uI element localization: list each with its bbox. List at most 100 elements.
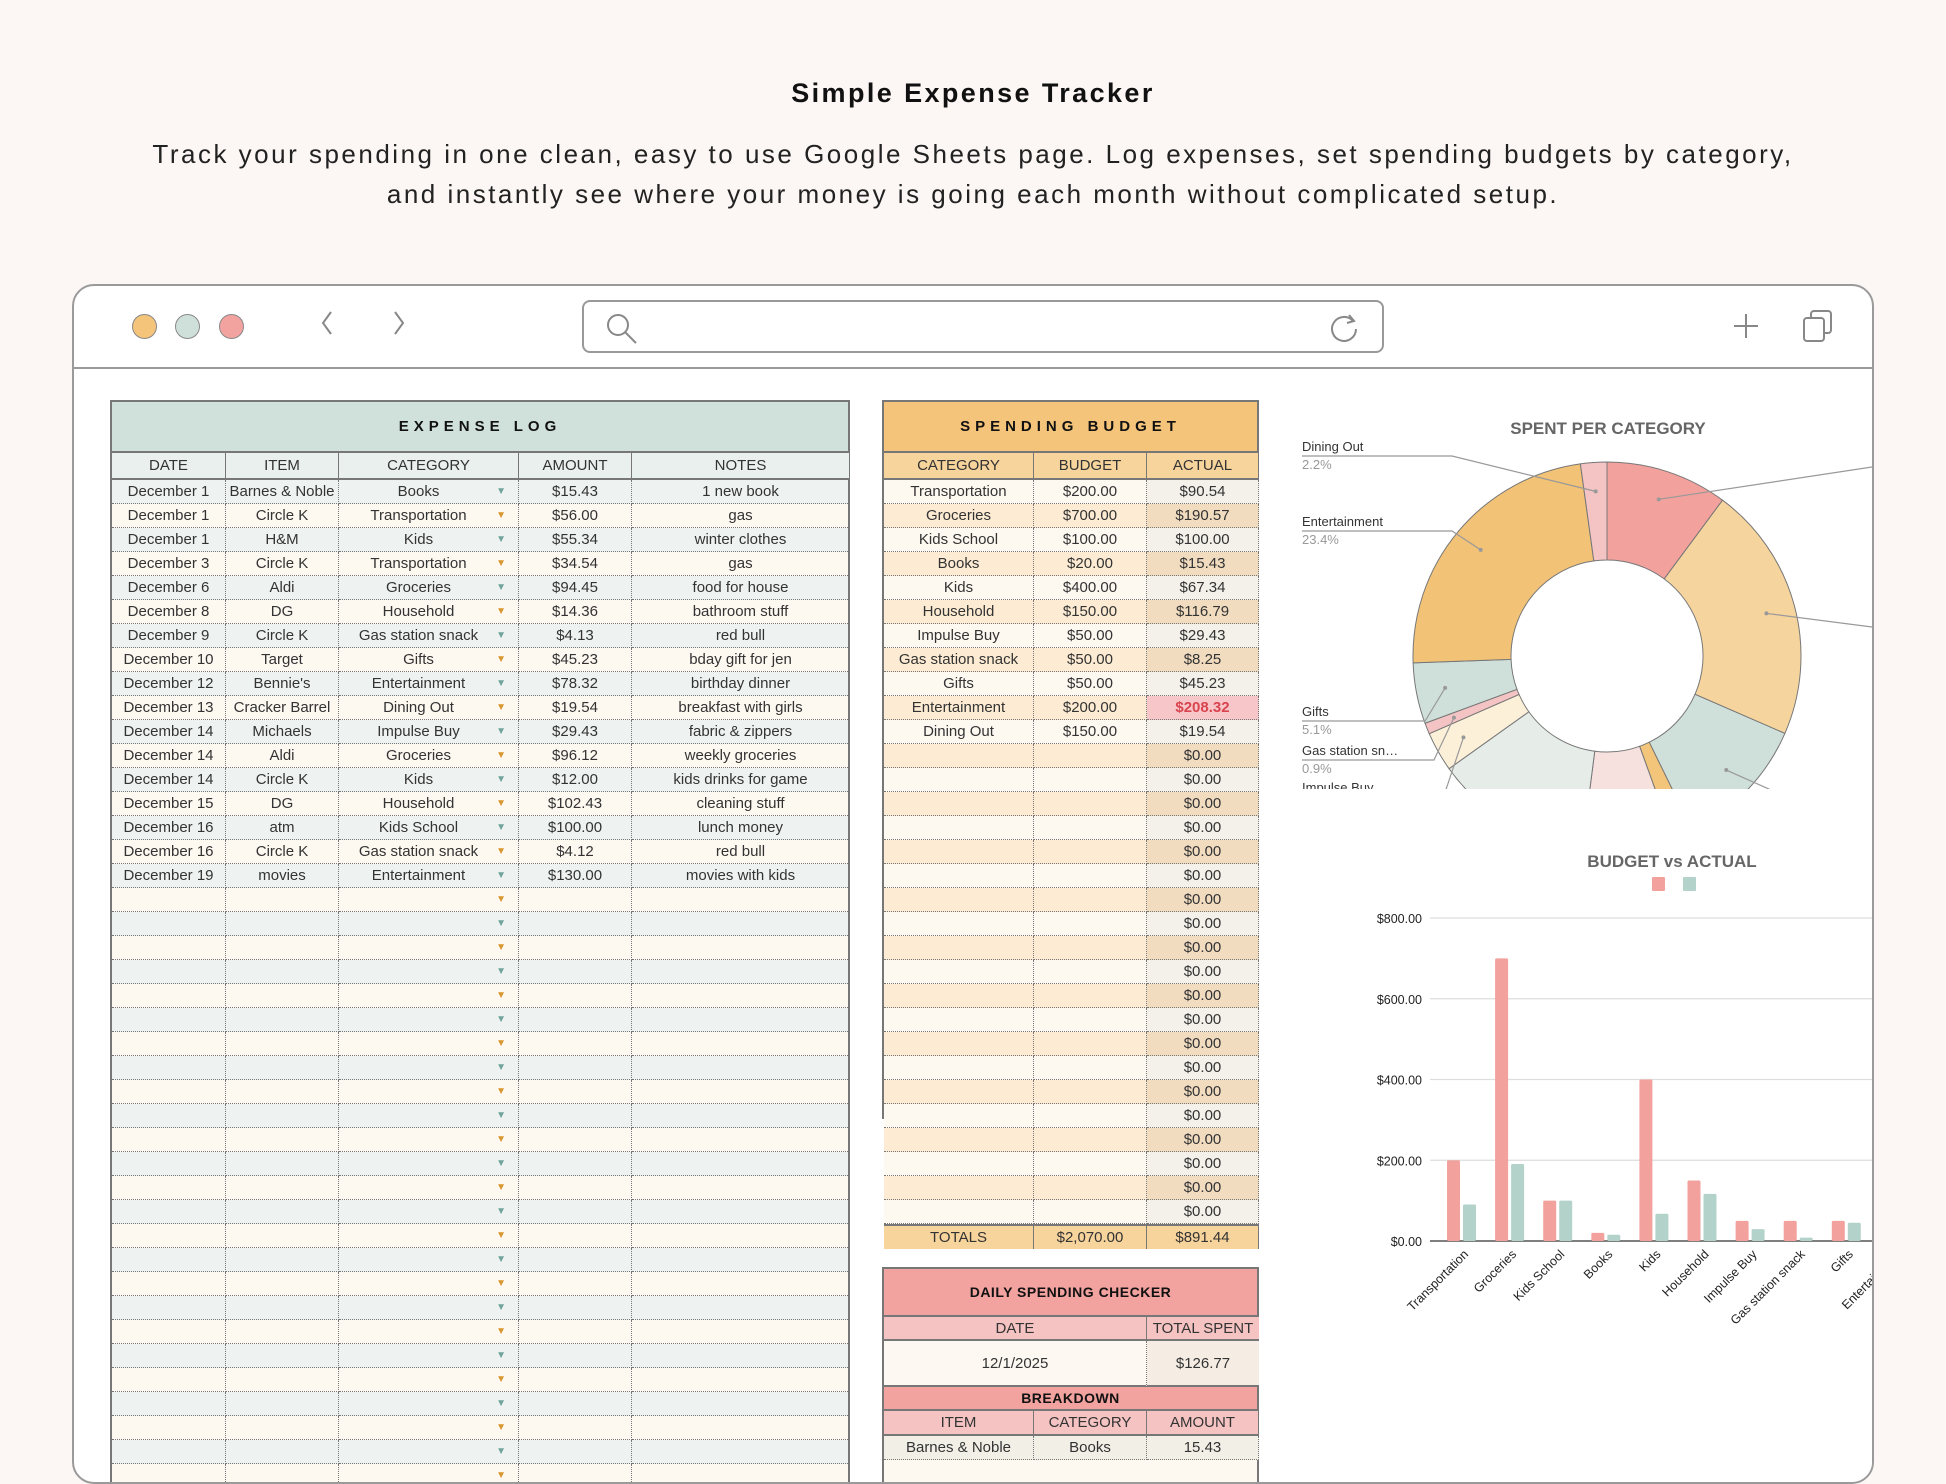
item-cell[interactable]: H&M <box>226 528 339 552</box>
notes-cell[interactable]: bday gift for jen <box>632 648 850 672</box>
dropdown-arrow-icon[interactable]: ▼ <box>496 798 506 809</box>
date-cell[interactable] <box>112 1464 226 1482</box>
amount-cell[interactable] <box>519 1056 632 1080</box>
dropdown-arrow-icon[interactable]: ▼ <box>496 1158 506 1169</box>
amount-cell[interactable] <box>519 1296 632 1320</box>
amount-cell[interactable] <box>519 1440 632 1464</box>
amount-cell[interactable] <box>519 1344 632 1368</box>
date-cell[interactable] <box>112 912 226 936</box>
actual-cell[interactable]: $0.00 <box>1147 960 1259 984</box>
category-cell[interactable] <box>884 744 1034 768</box>
notes-cell[interactable] <box>632 1296 850 1320</box>
dropdown-arrow-icon[interactable]: ▼ <box>496 774 506 785</box>
actual-cell[interactable]: $0.00 <box>1147 984 1259 1008</box>
actual-cell[interactable]: $29.43 <box>1147 624 1259 648</box>
date-cell[interactable] <box>112 1080 226 1104</box>
notes-cell[interactable] <box>632 1368 850 1392</box>
notes-cell[interactable]: kids drinks for game <box>632 768 850 792</box>
item-cell[interactable]: Circle K <box>226 840 339 864</box>
item-cell[interactable] <box>226 1320 339 1344</box>
dropdown-arrow-icon[interactable]: ▼ <box>496 1038 506 1049</box>
actual-cell[interactable]: $67.34 <box>1147 576 1259 600</box>
bar-budget[interactable] <box>1735 1220 1749 1241</box>
actual-cell[interactable]: $0.00 <box>1147 744 1259 768</box>
category-cell[interactable] <box>884 816 1034 840</box>
category-cell[interactable] <box>884 792 1034 816</box>
amount-cell[interactable] <box>519 984 632 1008</box>
category-cell[interactable]: Gifts ▼ <box>339 648 519 672</box>
category-cell[interactable]: ▼ <box>339 1416 519 1440</box>
dropdown-arrow-icon[interactable]: ▼ <box>496 654 506 665</box>
bar-actual[interactable] <box>1463 1204 1476 1241</box>
actual-cell[interactable]: $0.00 <box>1147 1152 1259 1176</box>
actual-cell[interactable]: $15.43 <box>1147 552 1259 576</box>
dropdown-arrow-icon[interactable]: ▼ <box>496 1326 506 1337</box>
dropdown-arrow-icon[interactable]: ▼ <box>496 726 506 737</box>
dropdown-arrow-icon[interactable]: ▼ <box>496 822 506 833</box>
category-cell[interactable] <box>884 1128 1034 1152</box>
date-cell[interactable] <box>112 1176 226 1200</box>
dropdown-arrow-icon[interactable]: ▼ <box>496 870 506 881</box>
category-cell[interactable]: ▼ <box>339 1008 519 1032</box>
dropdown-arrow-icon[interactable]: ▼ <box>496 942 506 953</box>
category-cell[interactable] <box>884 1104 1034 1128</box>
date-cell[interactable]: December 1 <box>112 480 226 504</box>
item-cell[interactable] <box>226 1344 339 1368</box>
chevron-right-icon[interactable] <box>384 308 414 346</box>
amount-cell[interactable]: $12.00 <box>519 768 632 792</box>
item-cell[interactable]: DG <box>226 600 339 624</box>
dropdown-arrow-icon[interactable]: ▼ <box>496 1278 506 1289</box>
amount-cell[interactable]: $45.23 <box>519 648 632 672</box>
category-cell[interactable] <box>884 936 1034 960</box>
dropdown-arrow-icon[interactable]: ▼ <box>496 1062 506 1073</box>
item-cell[interactable] <box>226 984 339 1008</box>
dropdown-arrow-icon[interactable]: ▼ <box>496 1350 506 1361</box>
item-cell[interactable]: movies <box>226 864 339 888</box>
item-cell[interactable] <box>226 1368 339 1392</box>
notes-cell[interactable]: cleaning stuff <box>632 792 850 816</box>
budget-cell[interactable]: $50.00 <box>1034 648 1147 672</box>
budget-cell[interactable] <box>1034 1200 1147 1224</box>
item-cell[interactable] <box>226 1128 339 1152</box>
amount-cell[interactable] <box>519 1248 632 1272</box>
notes-cell[interactable]: breakfast with girls <box>632 696 850 720</box>
dropdown-arrow-icon[interactable]: ▼ <box>496 918 506 929</box>
budget-cell[interactable] <box>1034 1104 1147 1128</box>
actual-cell[interactable]: $0.00 <box>1147 1200 1259 1224</box>
amount-cell[interactable] <box>519 1272 632 1296</box>
item-cell[interactable]: Circle K <box>226 624 339 648</box>
item-cell[interactable] <box>226 1032 339 1056</box>
amount-cell[interactable] <box>519 1320 632 1344</box>
dropdown-arrow-icon[interactable]: ▼ <box>496 1014 506 1025</box>
notes-cell[interactable] <box>632 1464 850 1482</box>
dropdown-arrow-icon[interactable]: ▼ <box>496 1086 506 1097</box>
actual-cell[interactable]: $0.00 <box>1147 1176 1259 1200</box>
bar-budget[interactable] <box>1543 1200 1557 1241</box>
notes-cell[interactable] <box>632 1344 850 1368</box>
notes-cell[interactable] <box>632 1080 850 1104</box>
category-cell[interactable]: ▼ <box>339 1080 519 1104</box>
amount-cell[interactable] <box>519 1008 632 1032</box>
column-header-category[interactable]: CATEGORY <box>884 453 1034 480</box>
dropdown-arrow-icon[interactable]: ▼ <box>496 486 506 497</box>
budget-cell[interactable] <box>1034 912 1147 936</box>
dropdown-arrow-icon[interactable]: ▼ <box>496 678 506 689</box>
item-cell[interactable] <box>226 1152 339 1176</box>
category-cell[interactable]: Transportation <box>884 480 1034 504</box>
dropdown-arrow-icon[interactable]: ▼ <box>496 894 506 905</box>
date-cell[interactable] <box>112 1008 226 1032</box>
notes-cell[interactable] <box>632 1392 850 1416</box>
item-cell[interactable] <box>226 1440 339 1464</box>
notes-cell[interactable] <box>632 1176 850 1200</box>
budget-cell[interactable] <box>1034 744 1147 768</box>
amount-cell[interactable] <box>519 1080 632 1104</box>
category-cell[interactable]: ▼ <box>339 1152 519 1176</box>
amount-cell[interactable]: $4.13 <box>519 624 632 648</box>
item-cell[interactable] <box>226 1296 339 1320</box>
budget-cell[interactable] <box>1034 1176 1147 1200</box>
category-cell[interactable]: Impulse Buy ▼ <box>339 720 519 744</box>
category-cell[interactable]: ▼ <box>339 960 519 984</box>
item-cell[interactable]: atm <box>226 816 339 840</box>
date-cell[interactable] <box>112 1056 226 1080</box>
date-cell[interactable]: December 8 <box>112 600 226 624</box>
